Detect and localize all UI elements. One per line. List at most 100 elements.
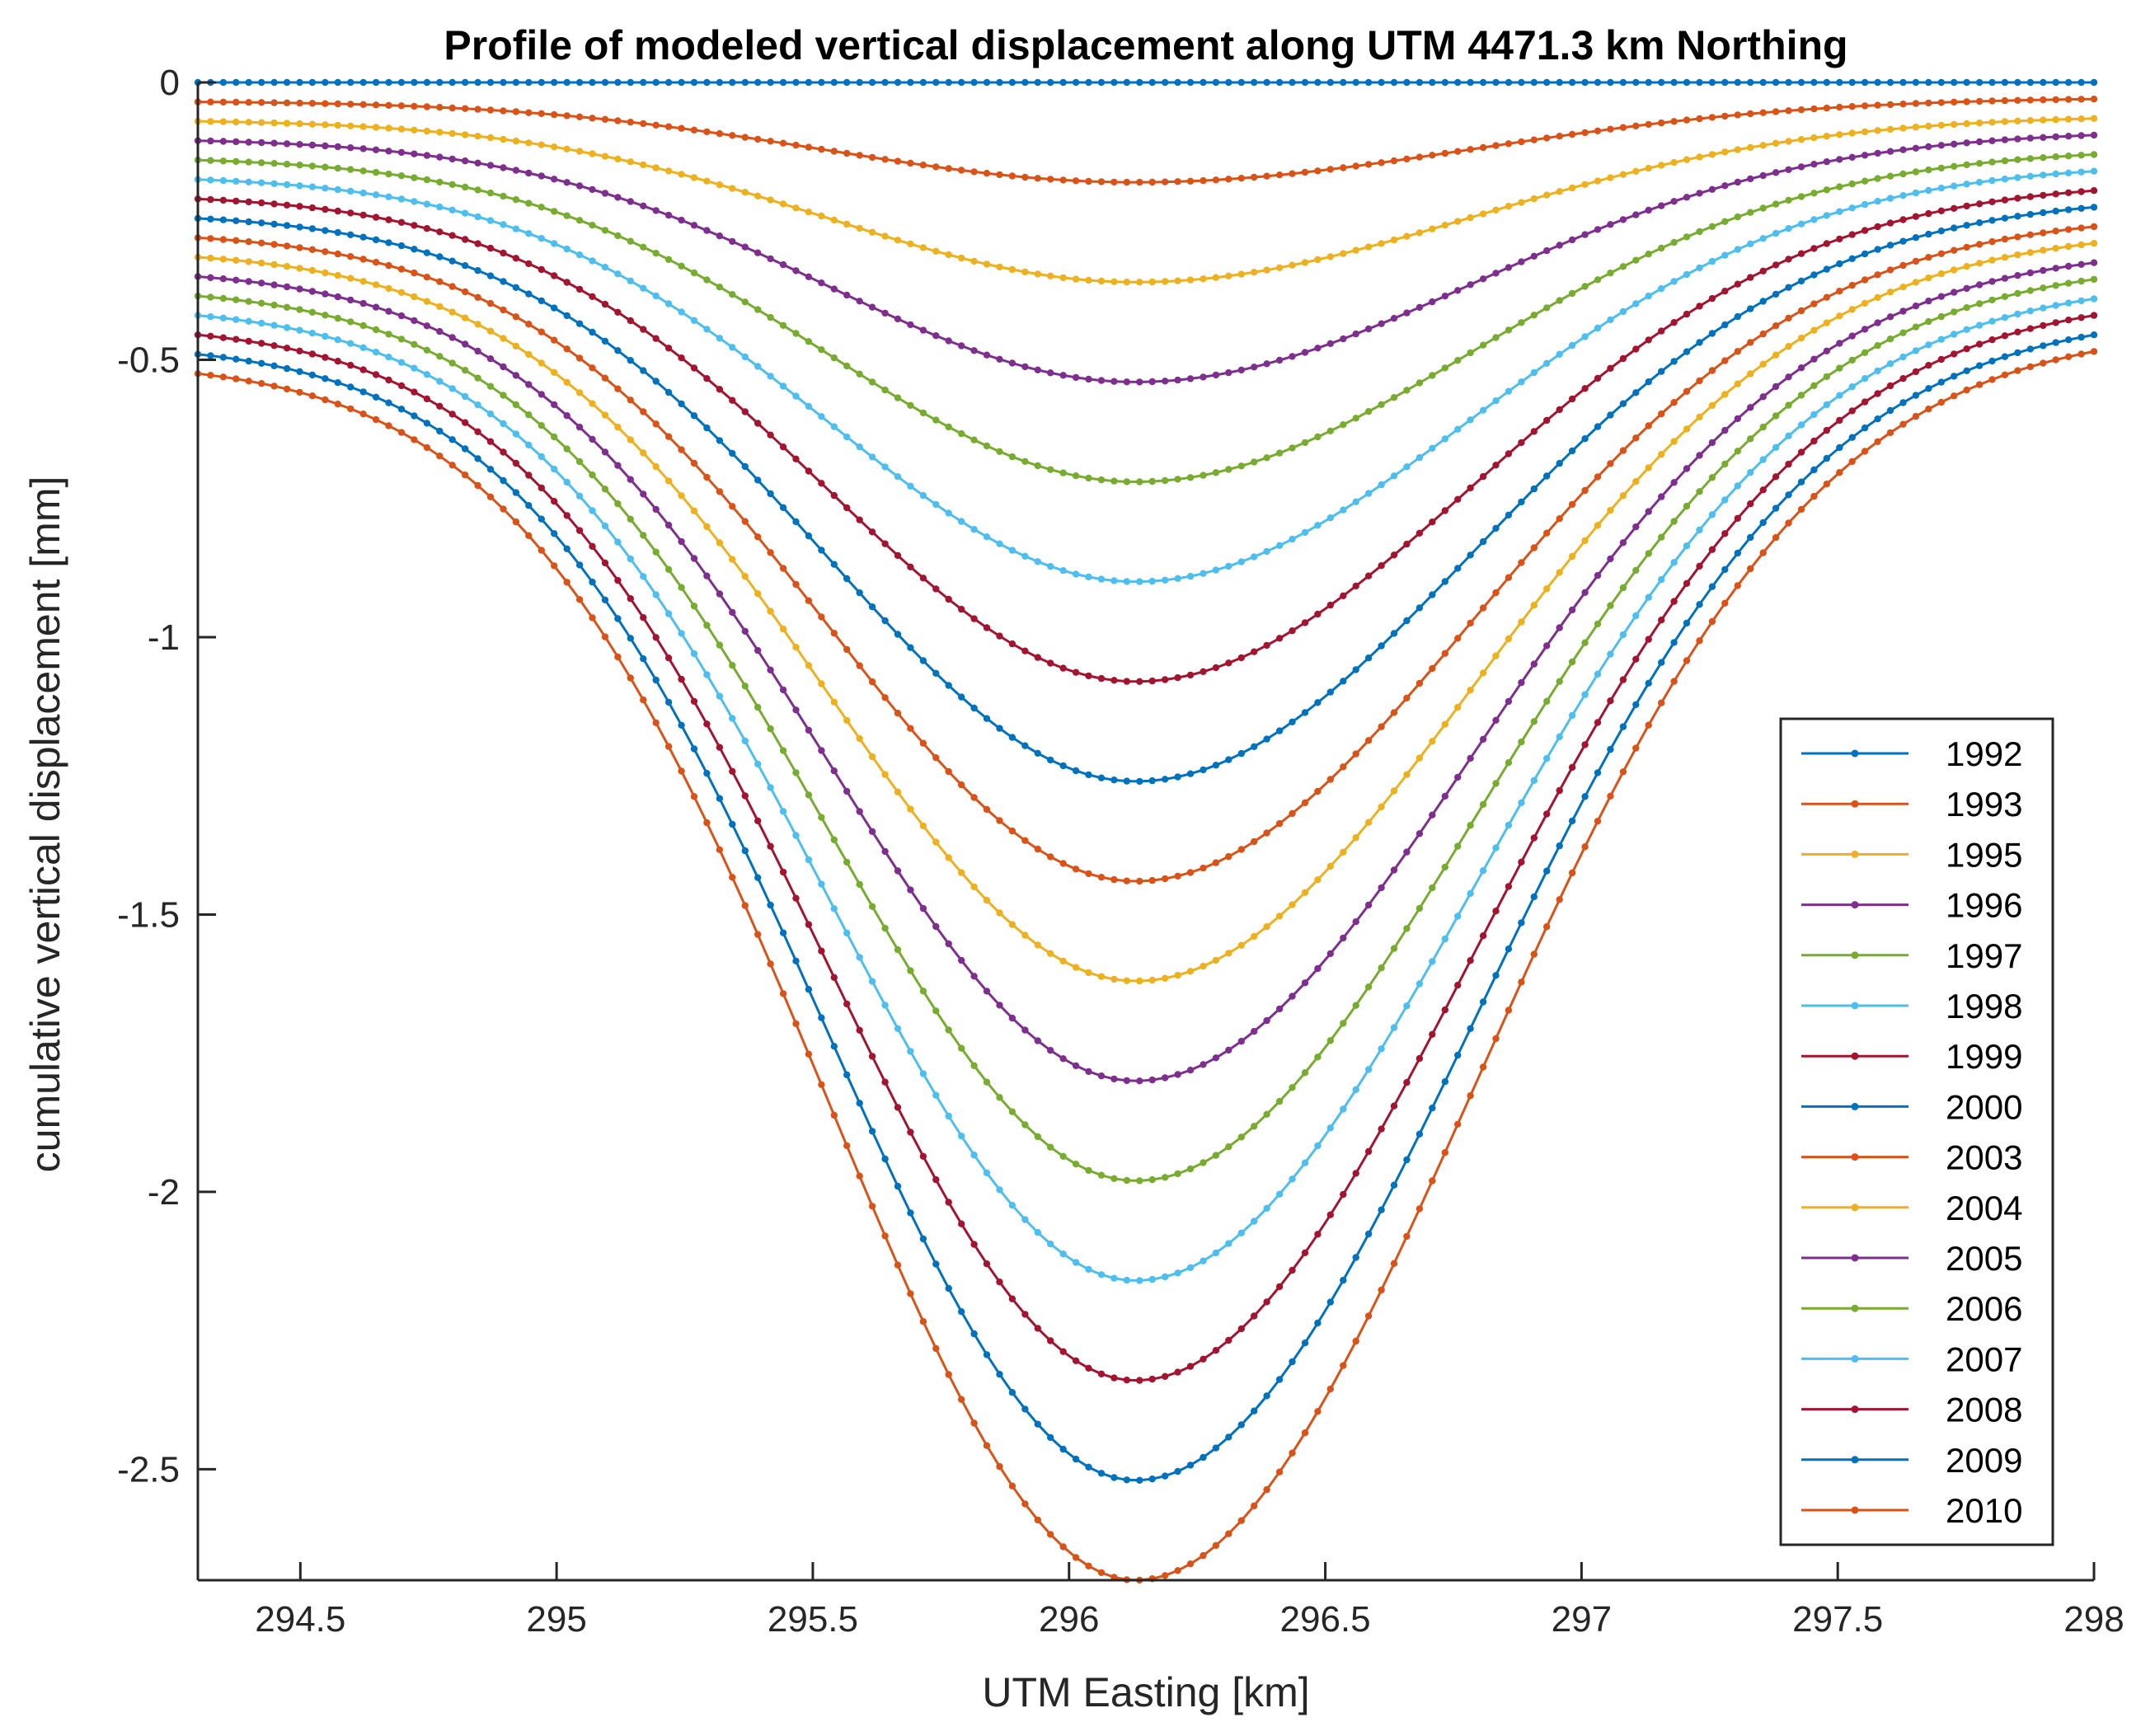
data-point <box>1162 776 1169 783</box>
legend-label: 2009 <box>1946 1441 2022 1480</box>
data-point <box>1899 124 1907 132</box>
data-point <box>1505 635 1513 643</box>
data-point <box>1810 382 1818 389</box>
data-point <box>1352 162 1359 170</box>
data-point <box>1340 934 1347 942</box>
data-point <box>1364 1147 1373 1156</box>
data-point <box>2014 272 2021 279</box>
data-point <box>1645 120 1652 129</box>
data-point <box>1021 1500 1029 1508</box>
data-point <box>423 274 431 281</box>
data-point <box>996 632 1003 640</box>
data-point <box>703 819 711 827</box>
data-point <box>1670 639 1678 646</box>
data-point <box>1518 319 1525 326</box>
data-point <box>792 706 800 714</box>
data-point <box>1810 355 1818 363</box>
data-point <box>1021 837 1029 844</box>
data-point <box>1581 78 1589 87</box>
data-point <box>1467 78 1474 87</box>
data-point <box>1390 78 1398 87</box>
data-point <box>1619 539 1627 547</box>
data-point <box>1912 213 1920 220</box>
data-point <box>1607 555 1614 563</box>
data-point <box>1772 200 1780 208</box>
data-point <box>1772 533 1780 542</box>
data-point <box>881 617 889 625</box>
data-point <box>1886 242 1894 249</box>
data-point <box>2064 78 2073 87</box>
data-point <box>1429 884 1436 892</box>
data-point <box>1378 240 1385 247</box>
data-point <box>932 163 940 171</box>
data-point <box>448 155 456 163</box>
data-point <box>563 312 570 320</box>
data-point <box>1416 303 1424 312</box>
data-point <box>1429 518 1436 526</box>
data-point <box>423 127 431 135</box>
data-point <box>207 332 214 340</box>
data-point <box>729 715 736 722</box>
data-point <box>385 193 392 200</box>
data-point <box>1174 575 1181 582</box>
data-point <box>1467 146 1474 153</box>
data-point <box>1352 833 1359 842</box>
data-point <box>1136 478 1143 486</box>
data-point <box>1912 303 1920 310</box>
data-point <box>1008 1014 1016 1022</box>
data-point <box>1556 133 1563 140</box>
data-point <box>1110 1075 1118 1083</box>
data-point <box>1212 664 1220 672</box>
data-point <box>1072 1062 1080 1070</box>
data-point <box>1289 78 1296 87</box>
data-point <box>640 284 647 292</box>
data-point <box>372 303 380 311</box>
data-point <box>741 134 749 141</box>
data-point <box>1136 1377 1143 1384</box>
data-point <box>1441 578 1449 585</box>
data-point <box>919 1318 927 1325</box>
data-point <box>1632 300 1640 307</box>
data-point <box>2052 319 2059 326</box>
data-point <box>1594 324 1602 332</box>
data-point <box>296 120 303 128</box>
data-point <box>525 290 533 298</box>
data-point <box>1251 173 1258 181</box>
data-point <box>500 420 507 428</box>
data-point <box>830 216 838 224</box>
data-point <box>2001 136 2009 143</box>
data-point <box>1403 232 1411 240</box>
data-point <box>207 254 214 262</box>
data-point <box>1823 373 1830 381</box>
data-point <box>601 559 609 567</box>
data-point <box>308 371 317 379</box>
data-point <box>1759 393 1767 401</box>
data-point <box>1899 192 1907 199</box>
data-point <box>894 394 902 401</box>
data-point <box>1479 341 1487 349</box>
data-point <box>2014 233 2021 241</box>
data-point <box>1874 223 1881 231</box>
data-point <box>868 303 876 311</box>
data-point <box>1352 1002 1359 1009</box>
data-point <box>1696 78 1703 87</box>
data-point <box>1123 877 1131 884</box>
data-point <box>970 78 978 87</box>
data-point <box>500 221 507 228</box>
data-point <box>741 902 749 909</box>
data-point <box>779 321 787 329</box>
data-point <box>232 355 240 363</box>
legend-marker <box>1851 1153 1859 1161</box>
data-point <box>322 142 329 150</box>
data-point <box>1975 119 1984 127</box>
data-point <box>1797 505 1805 514</box>
legend-marker <box>1851 1254 1859 1262</box>
data-point <box>1148 777 1156 785</box>
data-point <box>983 897 991 904</box>
data-point <box>1479 406 1487 414</box>
data-point <box>1963 98 1970 106</box>
data-point <box>1364 983 1373 991</box>
data-point <box>1123 578 1131 585</box>
data-point <box>1734 178 1741 186</box>
data-point <box>830 148 838 155</box>
